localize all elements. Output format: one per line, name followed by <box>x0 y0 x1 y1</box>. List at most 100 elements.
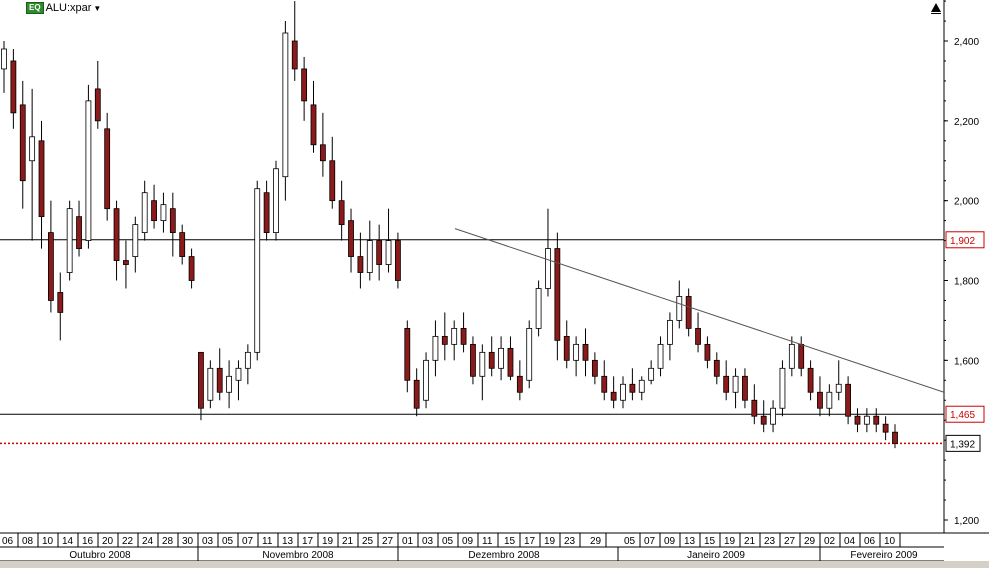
x-day-label: 14 <box>62 536 74 547</box>
x-month-label: Fevereiro 2009 <box>850 550 918 561</box>
candle-body <box>807 367 814 393</box>
x-day-label: 06 <box>864 536 876 547</box>
candle-body <box>620 383 626 401</box>
candle-body <box>591 359 598 377</box>
x-day-label: 11 <box>262 536 273 547</box>
x-day-label: 21 <box>342 536 354 547</box>
candle-body <box>132 224 139 257</box>
x-day-label: 05 <box>222 536 234 547</box>
y-tick-label: 1,800 <box>954 277 979 288</box>
x-day-label: 30 <box>182 536 194 547</box>
x-day-label: 09 <box>462 536 474 547</box>
x-day-label: 19 <box>322 536 334 547</box>
candle-body <box>779 367 786 409</box>
x-day-label: 08 <box>22 536 34 547</box>
candle-body <box>169 208 176 233</box>
candle-body <box>563 335 570 361</box>
candle-body <box>57 292 64 313</box>
candle-body <box>188 256 195 281</box>
candle-body <box>545 248 551 289</box>
x-day-label: 10 <box>42 536 54 547</box>
candle-body <box>282 32 289 178</box>
candle-body <box>601 375 608 393</box>
scroll-strip <box>0 561 989 568</box>
candle-body <box>713 359 720 377</box>
candle-body <box>882 423 889 433</box>
candle-body <box>723 375 730 393</box>
y-tick-label: 2,000 <box>954 197 979 208</box>
x-day-label: 19 <box>724 536 736 547</box>
x-day-label: 23 <box>764 536 776 547</box>
symbol-header[interactable]: EQ ALU:xpar ▼ <box>26 2 101 14</box>
trendline <box>454 228 945 393</box>
x-day-label: 17 <box>524 536 536 547</box>
candle-body <box>216 367 223 393</box>
candle-body <box>273 168 279 234</box>
x-day-label: 24 <box>142 536 154 547</box>
candle-body <box>179 232 186 257</box>
candle-body <box>113 208 120 261</box>
x-day-label: 06 <box>2 536 14 547</box>
candle-body <box>291 40 298 70</box>
candle-body <box>319 144 326 162</box>
x-month-label: Dezembro 2008 <box>468 550 540 561</box>
candle-body <box>66 208 73 273</box>
candle-body <box>470 343 476 377</box>
symbol-label: ALU:xpar <box>45 2 92 14</box>
candle-body <box>732 375 739 393</box>
candle-body <box>648 367 655 381</box>
triangle-up-icon[interactable] <box>929 1 943 15</box>
current-price-label: 1,392 <box>950 439 975 450</box>
x-day-label: 25 <box>362 536 374 547</box>
x-day-label: 05 <box>624 536 636 547</box>
candle-body <box>873 415 880 425</box>
x-day-label: 13 <box>282 536 294 547</box>
candle-body <box>610 391 617 401</box>
candle-body <box>366 240 373 273</box>
x-day-label: 03 <box>422 536 434 547</box>
x-day-label: 27 <box>784 536 796 547</box>
x-day-label: 07 <box>644 536 656 547</box>
candle-body <box>704 343 711 361</box>
x-day-label: 20 <box>102 536 114 547</box>
candle-body <box>235 367 242 381</box>
candle-body <box>460 327 467 345</box>
y-tick-label: 2,400 <box>954 37 979 48</box>
candle-body <box>488 351 495 369</box>
candle-body <box>254 188 261 353</box>
candle-body <box>123 260 129 265</box>
candle-body <box>760 415 767 425</box>
candle-body <box>573 343 580 361</box>
candle-body <box>845 383 852 417</box>
candle-body <box>151 200 157 222</box>
candle-body <box>207 367 214 401</box>
candle-body <box>385 240 392 265</box>
candle-body <box>226 375 232 393</box>
candle-body <box>667 320 673 345</box>
candle-body <box>892 431 898 444</box>
candle-body <box>441 335 448 345</box>
candle-body <box>863 415 870 425</box>
candle-body <box>404 327 411 381</box>
x-month-label: Janeiro 2009 <box>687 550 745 561</box>
candle-body <box>770 407 776 425</box>
candle-body <box>29 136 36 162</box>
candle-body <box>198 351 204 409</box>
candle-body <box>629 383 636 393</box>
caret-down-icon[interactable]: ▼ <box>93 3 102 13</box>
candle-body <box>357 256 364 273</box>
x-day-label: 29 <box>804 536 816 547</box>
x-day-label: 16 <box>82 536 94 547</box>
x-day-label: 09 <box>664 536 676 547</box>
candle-body <box>788 343 795 369</box>
candle-body <box>413 379 420 409</box>
x-day-label: 05 <box>442 536 454 547</box>
candle-body <box>432 335 439 361</box>
candle-body <box>104 128 111 210</box>
price-level-label: 1,465 <box>950 410 975 421</box>
x-day-label: 17 <box>302 536 314 547</box>
candle-body <box>338 200 345 226</box>
candle-body <box>376 240 383 265</box>
candle-body <box>526 327 533 381</box>
